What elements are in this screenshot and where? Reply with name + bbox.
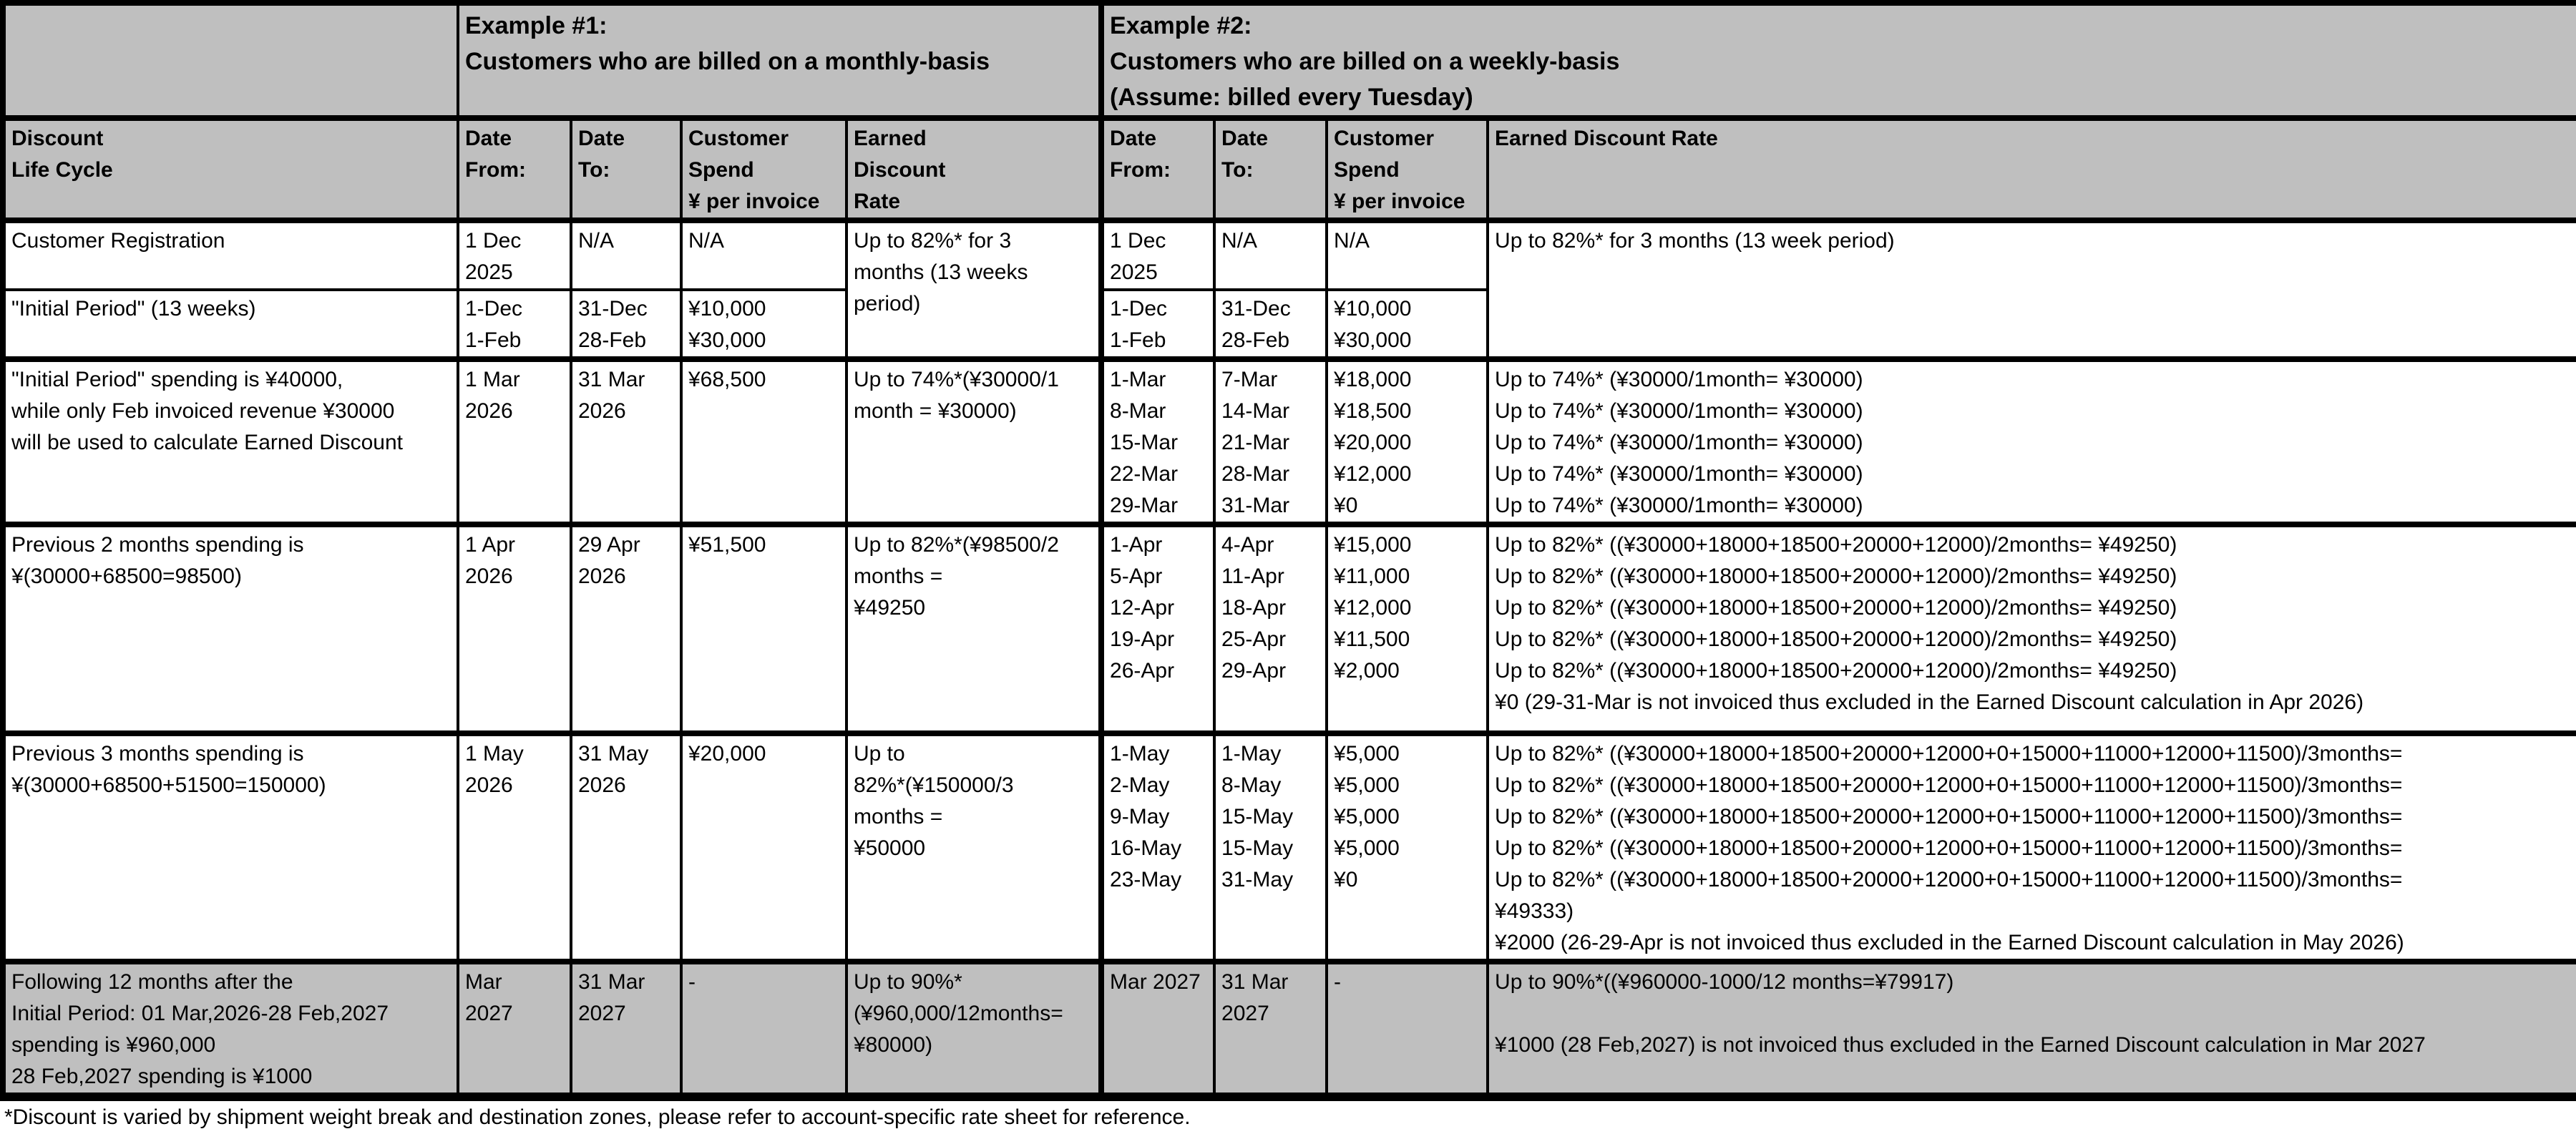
date-to-cell: 29 Apr 2026	[570, 522, 683, 735]
earned-discount-lifecycle-table: Example #1: Customers who are billed on …	[0, 0, 2576, 1101]
customer-spend-cell: -	[1325, 959, 1490, 1098]
date-to-cell: 31 Mar 2027	[1213, 959, 1329, 1098]
earned-rate-cell: Up to 82%* ((¥30000+18000+18500+20000+12…	[1486, 522, 2576, 735]
life-cycle-cell: Previous 3 months spending is ¥(30000+68…	[1, 730, 459, 963]
date-from-cell: 1-May 2-May 9-May 16-May 23-May	[1098, 730, 1216, 963]
date-from-cell: Mar 2027	[1098, 959, 1216, 1098]
date-from-cell: Mar 2027	[457, 959, 572, 1098]
customer-spend-cell: N/A	[1325, 218, 1490, 291]
header-ex2-date-from: Date From:	[1098, 115, 1216, 222]
customer-spend-cell: ¥20,000	[680, 730, 848, 963]
date-to-cell: 31 Mar 2027	[570, 959, 683, 1098]
customer-spend-cell: ¥5,000 ¥5,000 ¥5,000 ¥5,000 ¥0	[1325, 730, 1490, 963]
life-cycle-cell: "Initial Period" spending is ¥40000, whi…	[1, 356, 459, 526]
customer-spend-cell: ¥15,000 ¥11,000 ¥12,000 ¥11,500 ¥2,000	[1325, 522, 1490, 735]
date-to-cell: 31-Dec 28-Feb	[1213, 288, 1329, 361]
header-ex1-customer-spend: Customer Spend ¥ per invoice	[680, 115, 848, 222]
date-from-cell: 1-Mar 8-Mar 15-Mar 22-Mar 29-Mar	[1098, 356, 1216, 526]
header-ex1-date-to: Date To:	[570, 115, 683, 222]
earned-rate-cell: Up to 74%* (¥30000/1month= ¥30000) Up to…	[1486, 356, 2576, 526]
date-from-cell: 1 Dec 2025	[457, 218, 572, 291]
customer-spend-cell: N/A	[680, 218, 848, 291]
header-ex2-customer-spend: Customer Spend ¥ per invoice	[1325, 115, 1490, 222]
header-ex2-earned-rate: Earned Discount Rate	[1486, 115, 2576, 222]
date-from-cell: 1-Dec 1-Feb	[1098, 288, 1216, 361]
date-from-cell: 1 Mar 2026	[457, 356, 572, 526]
earned-rate-cell: Up to 82%* for 3 months (13 weeks period…	[844, 218, 1103, 361]
life-cycle-cell: "Initial Period" (13 weeks)	[1, 288, 459, 361]
life-cycle-cell: Customer Registration	[1, 218, 459, 291]
date-to-cell: N/A	[1213, 218, 1329, 291]
corner-cell	[1, 1, 459, 119]
date-to-cell: 4-Apr 11-Apr 18-Apr 25-Apr 29-Apr	[1213, 522, 1329, 735]
date-from-cell: 1 Dec 2025	[1098, 218, 1216, 291]
earned-rate-cell: Up to 82%* for 3 months (13 week period)	[1486, 218, 2576, 361]
example1-header: Example #1: Customers who are billed on …	[456, 1, 1103, 119]
earned-rate-cell: Up to 82%*(¥98500/2 months = ¥49250	[844, 522, 1103, 735]
earned-rate-cell: Up to 90%*((¥960000-1000/12 months=¥7991…	[1486, 959, 2576, 1098]
date-from-cell: 1-Dec 1-Feb	[457, 288, 572, 361]
customer-spend-cell: ¥10,000 ¥30,000	[680, 288, 848, 361]
date-to-cell: 31 Mar 2026	[570, 356, 683, 526]
date-to-cell: N/A	[570, 218, 683, 291]
earned-rate-cell: Up to 82%* ((¥30000+18000+18500+20000+12…	[1486, 730, 2576, 963]
date-to-cell: 31 May 2026	[570, 730, 683, 963]
customer-spend-cell: ¥10,000 ¥30,000	[1325, 288, 1490, 361]
header-life-cycle: Discount Life Cycle	[1, 115, 459, 222]
life-cycle-cell: Following 12 months after the Initial Pe…	[1, 959, 459, 1098]
customer-spend-cell: ¥68,500	[680, 356, 848, 526]
date-from-cell: 1-Apr 5-Apr 12-Apr 19-Apr 26-Apr	[1098, 522, 1216, 735]
earned-rate-cell: Up to 74%*(¥30000/1 month = ¥30000)	[844, 356, 1103, 526]
date-to-cell: 1-May 8-May 15-May 15-May 31-May	[1213, 730, 1329, 963]
earned-rate-cell: Up to 82%*(¥150000/3 months = ¥50000	[844, 730, 1103, 963]
header-ex1-date-from: Date From:	[457, 115, 572, 222]
header-ex1-earned-rate: Earned Discount Rate	[844, 115, 1103, 222]
customer-spend-cell: ¥18,000 ¥18,500 ¥20,000 ¥12,000 ¥0	[1325, 356, 1490, 526]
discount-footnote: *Discount is varied by shipment weight b…	[4, 1105, 1191, 1129]
date-from-cell: 1 May 2026	[457, 730, 572, 963]
date-to-cell: 31-Dec 28-Feb	[570, 288, 683, 361]
customer-spend-cell: ¥51,500	[680, 522, 848, 735]
date-from-cell: 1 Apr 2026	[457, 522, 572, 735]
example2-header: Example #2: Customers who are billed on …	[1098, 1, 2576, 119]
earned-rate-cell: Up to 90%* (¥960,000/12months= ¥80000)	[844, 959, 1103, 1098]
header-ex2-date-to: Date To:	[1213, 115, 1329, 222]
date-to-cell: 7-Mar 14-Mar 21-Mar 28-Mar 31-Mar	[1213, 356, 1329, 526]
life-cycle-cell: Previous 2 months spending is ¥(30000+68…	[1, 522, 459, 735]
customer-spend-cell: -	[680, 959, 848, 1098]
